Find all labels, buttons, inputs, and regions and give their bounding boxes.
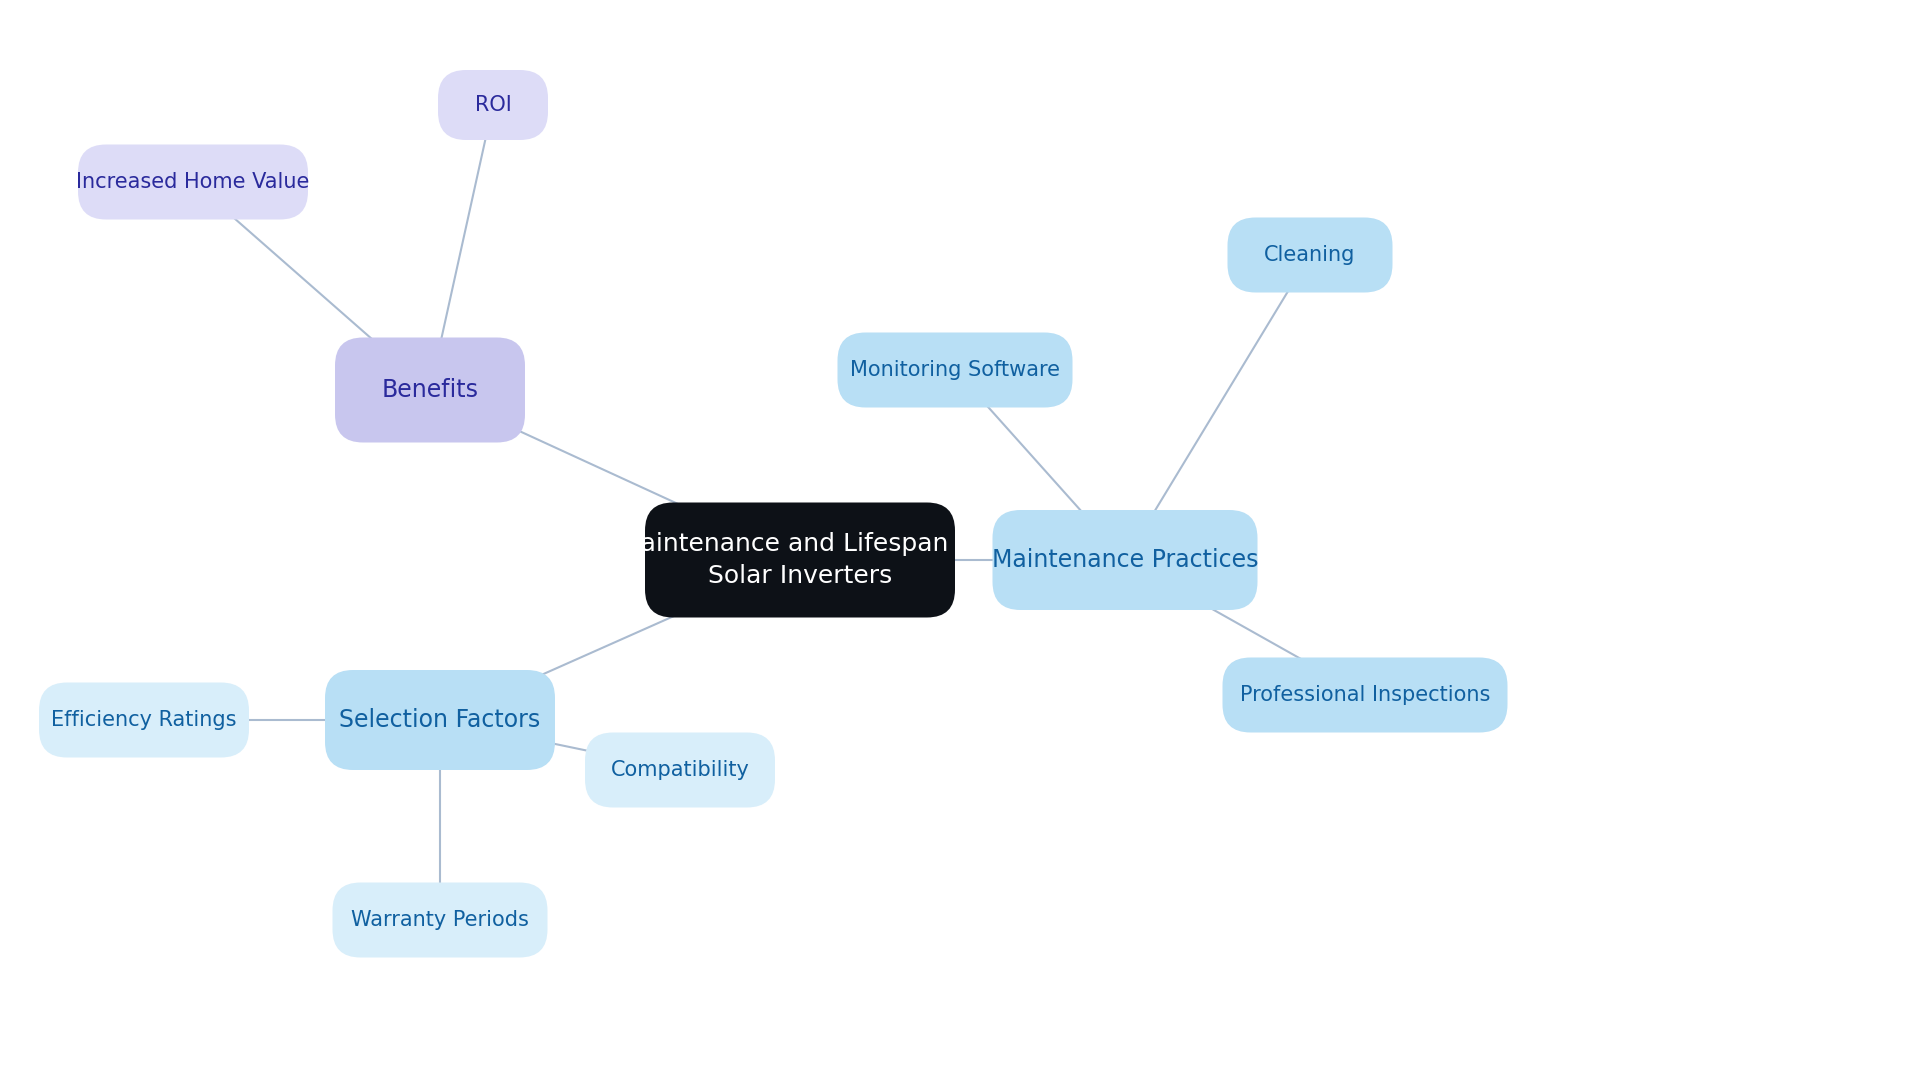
Text: Maintenance Practices: Maintenance Practices (993, 548, 1258, 572)
FancyBboxPatch shape (993, 510, 1258, 610)
Text: Efficiency Ratings: Efficiency Ratings (52, 710, 236, 730)
FancyBboxPatch shape (1227, 218, 1392, 292)
Text: Compatibility: Compatibility (611, 760, 749, 780)
FancyBboxPatch shape (586, 732, 776, 808)
Text: Selection Factors: Selection Factors (340, 708, 541, 732)
FancyBboxPatch shape (79, 144, 307, 220)
Text: Monitoring Software: Monitoring Software (851, 360, 1060, 380)
Text: Increased Home Value: Increased Home Value (77, 172, 309, 192)
FancyBboxPatch shape (332, 883, 547, 957)
Text: ROI: ROI (474, 95, 511, 115)
FancyBboxPatch shape (837, 332, 1073, 407)
Text: Benefits: Benefits (382, 378, 478, 402)
FancyBboxPatch shape (334, 338, 524, 443)
Text: Warranty Periods: Warranty Periods (351, 910, 528, 930)
Text: Maintenance and Lifespan of
Solar Inverters: Maintenance and Lifespan of Solar Invert… (620, 532, 981, 588)
FancyBboxPatch shape (645, 503, 954, 617)
Text: Cleaning: Cleaning (1263, 245, 1356, 265)
FancyBboxPatch shape (38, 682, 250, 757)
Text: Professional Inspections: Professional Inspections (1240, 686, 1490, 705)
FancyBboxPatch shape (324, 670, 555, 770)
FancyBboxPatch shape (1223, 657, 1507, 732)
FancyBboxPatch shape (438, 70, 547, 140)
